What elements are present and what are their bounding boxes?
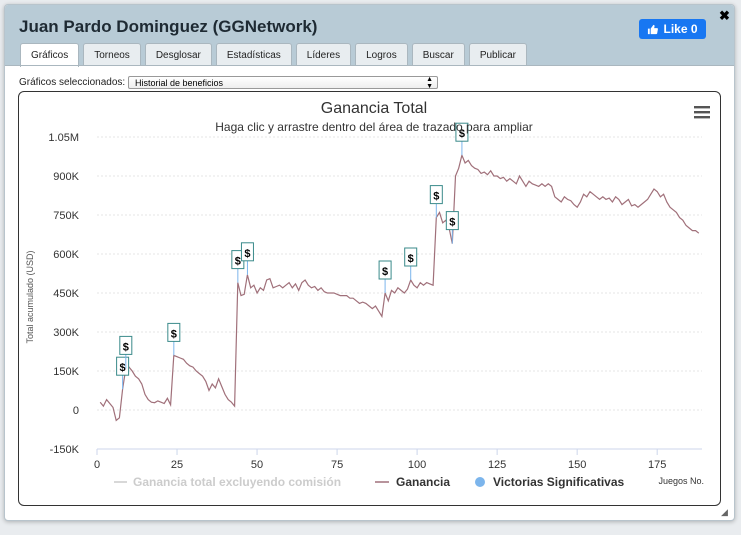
tab-desglosar[interactable]: Desglosar: [144, 43, 212, 66]
flag-box: [167, 322, 181, 342]
y-tick-label: 900K: [53, 171, 79, 183]
flag-label: $: [123, 341, 129, 353]
facebook-like-button[interactable]: Like 0: [639, 19, 706, 39]
like-label: Like 0: [663, 22, 698, 36]
legend-item-ganancia[interactable]: Ganancia: [375, 475, 450, 489]
legend-label: Ganancia: [396, 475, 450, 489]
tab-publicar[interactable]: Publicar: [468, 43, 527, 66]
y-tick-label: 600K: [53, 249, 79, 261]
tab-estadisticas[interactable]: Estadísticas: [215, 43, 292, 66]
flag-label: $: [120, 362, 126, 374]
chart-title: Ganancia Total: [321, 100, 427, 117]
x-axis: 0 25 50 75 100 125 150 175: [94, 448, 702, 471]
y-tick-label: 450K: [53, 288, 79, 300]
legend-item-significant-wins[interactable]: Victorias Significativas: [475, 475, 624, 489]
flag-box: [429, 185, 443, 205]
tab-divider: [5, 65, 734, 66]
flag-box: [378, 260, 392, 280]
thumbs-up-icon: [648, 24, 659, 34]
x-axis-title: Juegos No.: [658, 476, 704, 486]
close-button[interactable]: ✖: [719, 8, 730, 23]
chart-selector-value: Historial de beneficios: [135, 78, 224, 88]
flag-label: $: [171, 328, 177, 340]
legend-label: Victorias Significativas: [493, 475, 624, 489]
significant-win-flag: $: [167, 322, 181, 356]
flag-label: $: [408, 253, 414, 265]
title-bar: Juan Pardo Dominguez (GGNetwork) Like 0 …: [5, 5, 734, 67]
significant-win-flag: $: [240, 242, 254, 275]
grid-lines: [97, 136, 702, 450]
x-tick-label: 75: [331, 459, 343, 471]
chart-selector-dropdown[interactable]: Historial de beneficios ▲ ▼: [128, 76, 438, 90]
y-axis-title: Total acumulado (USD): [25, 250, 35, 343]
flag-box: [240, 242, 254, 262]
resize-handle-icon[interactable]: ◢: [721, 507, 728, 517]
significant-win-flag: $: [119, 335, 133, 369]
chart-menu-icon[interactable]: [694, 106, 710, 119]
tab-bar: Gráficos Torneos Desglosar Estadísticas …: [20, 43, 527, 67]
x-tick-label: 50: [251, 459, 263, 471]
y-tick-label: 750K: [53, 210, 79, 222]
y-tick-label: 1.05M: [48, 132, 79, 144]
tab-lideres[interactable]: Líderes: [295, 43, 352, 66]
significant-win-flag: $: [455, 122, 469, 156]
flag-box: [119, 335, 133, 355]
significant-win-flag: $: [116, 356, 130, 390]
legend-label: Ganancia total excluyendo comisión: [133, 475, 341, 489]
x-tick-label: 175: [648, 459, 666, 471]
y-tick-label: 0: [73, 405, 79, 417]
tab-graficos[interactable]: Gráficos: [20, 43, 80, 67]
select-arrows-icon: ▲ ▼: [426, 76, 433, 90]
flag-label: $: [449, 217, 455, 229]
x-tick-label: 25: [171, 459, 183, 471]
series-ganancia-line: [99, 153, 700, 422]
significant-wins: $$$$$$$$$$: [116, 122, 469, 390]
window-title: Juan Pardo Dominguez (GGNetwork): [19, 17, 318, 36]
significant-win-flag: $: [378, 260, 392, 293]
player-window: Juan Pardo Dominguez (GGNetwork) Like 0 …: [4, 4, 735, 521]
x-tick-label: 100: [408, 459, 426, 471]
flag-box: [455, 122, 469, 142]
significant-win-flag: $: [445, 211, 459, 244]
significant-win-flag: $: [404, 247, 418, 280]
legend: Ganancia total excluyendo comisión Ganan…: [114, 475, 624, 489]
flag-label: $: [244, 248, 250, 260]
y-tick-label: -150K: [50, 444, 80, 456]
flag-label: $: [459, 128, 465, 140]
flag-label: $: [433, 191, 439, 203]
y-tick-label: 150K: [53, 366, 79, 378]
flag-box: [404, 247, 418, 267]
y-tick-label: 300K: [53, 327, 79, 339]
tab-buscar[interactable]: Buscar: [411, 43, 465, 66]
flag-label: $: [382, 266, 388, 278]
tab-torneos[interactable]: Torneos: [83, 43, 141, 66]
chart-selector-label: Gráficos seleccionados:: [19, 77, 126, 88]
flag-box: [445, 211, 459, 231]
legend-item-excl-commission[interactable]: Ganancia total excluyendo comisión: [114, 475, 341, 489]
tab-logros[interactable]: Logros: [355, 43, 408, 66]
flag-label: $: [235, 256, 241, 268]
significant-win-flag: $: [429, 185, 443, 218]
x-tick-label: 150: [568, 459, 586, 471]
x-tick-label: 0: [94, 459, 100, 471]
profit-chart[interactable]: -150K 0 150K 300K 450K 600K 750K 900K 1.05M 0 25 5…: [19, 92, 720, 505]
chart-container[interactable]: -150K 0 150K 300K 450K 600K 750K 900K 1.05M 0 25 5…: [18, 91, 721, 506]
chart-subtitle: Haga clic y arrastre dentro del área de …: [215, 120, 533, 134]
y-axis: -150K 0 150K 300K 450K 600K 750K 900K 1.05M: [48, 132, 79, 456]
x-tick-label: 125: [488, 459, 506, 471]
